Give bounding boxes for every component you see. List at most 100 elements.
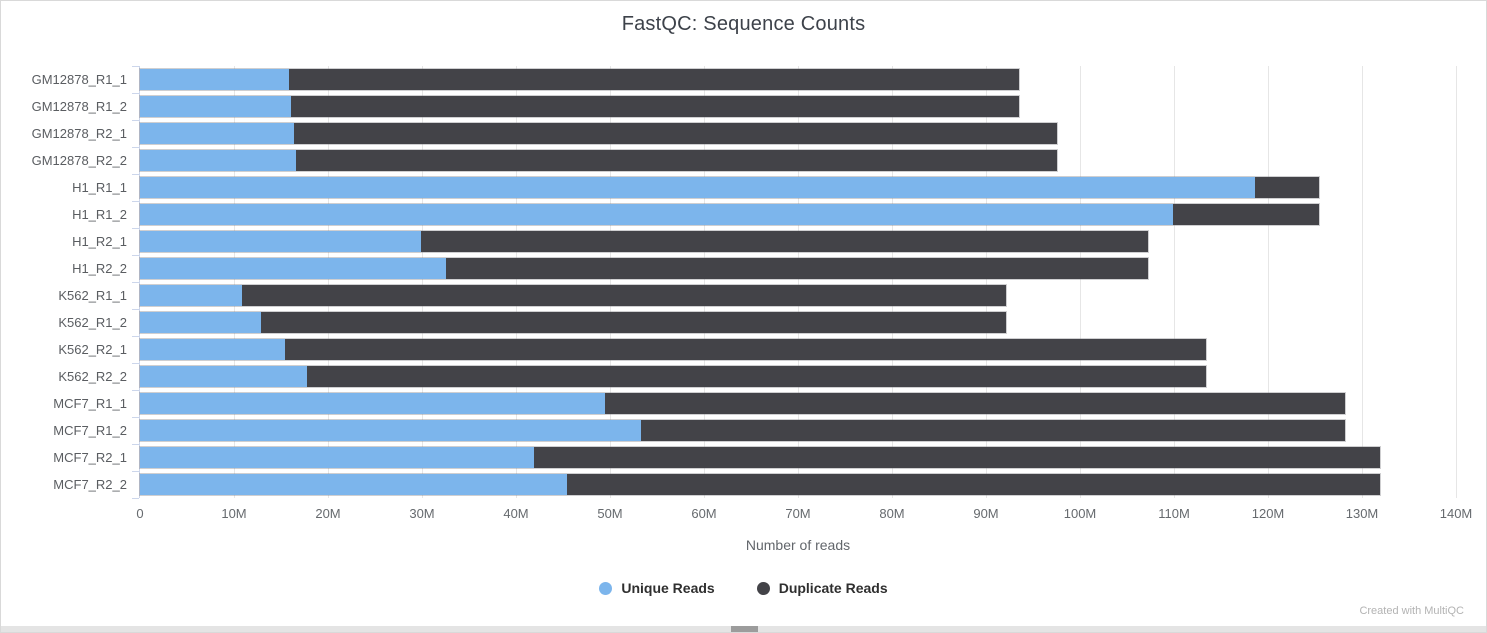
x-tick-label: 90M [973,506,999,521]
gridline [1268,66,1269,498]
bar-row-gm12878-r1-2 [140,96,1019,117]
bar-row-k562-r2-2 [140,366,1206,387]
bar-segment-unique-reads[interactable] [140,231,422,252]
y-axis-tick [132,201,139,202]
gridline [1174,66,1175,498]
bar-row-mcf7-r2-2 [140,474,1380,495]
bar-segment-unique-reads[interactable] [140,366,308,387]
x-tick-label: 10M [221,506,247,521]
y-axis-tick [132,471,139,472]
bar-row-h1-r1-1 [140,177,1319,198]
bar-segment-duplicate-reads[interactable] [421,231,1148,252]
x-tick-label: 100M [1063,506,1097,521]
horizontal-scrollbar-track[interactable] [1,626,1486,632]
legend-label: Unique Reads [621,580,715,596]
x-tick-label: 50M [597,506,623,521]
bar-segment-unique-reads[interactable] [140,150,297,171]
bar-segment-unique-reads[interactable] [140,474,567,495]
x-tick-label: 60M [691,506,717,521]
bar-row-mcf7-r2-1 [140,447,1380,468]
bar-segment-unique-reads[interactable] [140,123,295,144]
gridline [892,66,893,498]
gridline [1362,66,1363,498]
bar-segment-duplicate-reads[interactable] [641,420,1346,441]
bar-segment-duplicate-reads[interactable] [1173,204,1319,225]
legend-item-duplicate-reads[interactable]: Duplicate Reads [756,580,888,596]
bar-segment-duplicate-reads[interactable] [605,393,1346,414]
y-axis-label: GM12878_R2_1 [31,126,127,141]
gridline [234,66,235,498]
gridline [798,66,799,498]
bar-row-gm12878-r2-1 [140,123,1058,144]
bar-segment-unique-reads[interactable] [140,312,262,333]
y-axis-tick [132,120,139,121]
bar-segment-duplicate-reads[interactable] [296,150,1058,171]
bar-row-gm12878-r1-1 [140,69,1019,90]
x-tick-label: 40M [503,506,529,521]
bar-segment-unique-reads[interactable] [140,258,447,279]
plot-area: GM12878_R1_1 GM12878_R1_2 GM12878_R2_1 GM12… [32,66,1457,499]
x-tick-label: 70M [785,506,811,521]
horizontal-scrollbar-thumb[interactable] [731,626,758,632]
bar-segment-duplicate-reads[interactable] [291,96,1019,117]
legend-marker-unique-reads [599,581,613,595]
y-axis-label: H1_R1_2 [72,207,127,222]
y-axis-label: MCF7_R1_1 [53,396,127,411]
x-tick-label: 30M [409,506,435,521]
bar-row-h1-r1-2 [140,204,1319,225]
bar-row-h1-r2-1 [140,231,1148,252]
bar-segment-unique-reads[interactable] [140,447,534,468]
y-axis-tick [132,93,139,94]
x-tick-label: 120M [1251,506,1285,521]
y-axis-tick [132,147,139,148]
gridline [1456,66,1457,498]
gridline [1080,66,1081,498]
bar-row-mcf7-r1-2 [140,420,1346,441]
legend-item-unique-reads[interactable]: Unique Reads [599,580,715,596]
bar-segment-unique-reads[interactable] [140,96,292,117]
bar-segment-duplicate-reads[interactable] [446,258,1148,279]
gridline [610,66,611,498]
bar-segment-unique-reads[interactable] [140,177,1255,198]
bar-segment-unique-reads[interactable] [140,393,606,414]
x-tick-label: 110M [1158,506,1190,521]
y-axis-label: K562_R2_2 [58,369,127,384]
y-axis-tick [132,228,139,229]
y-axis-label: GM12878_R1_1 [31,72,127,87]
chart-title: FastQC: Sequence Counts [621,13,866,35]
y-axis-label: H1_R2_2 [72,261,127,276]
y-axis-label: MCF7_R1_2 [53,423,127,438]
x-tick-label: 130M [1345,506,1379,521]
bar-segment-duplicate-reads[interactable] [533,447,1380,468]
y-axis-tick [132,498,139,499]
bar-row-h1-r2-2 [140,258,1148,279]
bar-row-k562-r1-2 [140,312,1006,333]
bar-segment-unique-reads[interactable] [140,285,243,306]
bar-segment-duplicate-reads[interactable] [284,339,1206,360]
y-axis-tick [132,363,139,364]
legend: Unique Reads Duplicate Reads [1,580,1486,596]
y-axis-label: K562_R2_1 [58,342,127,357]
x-axis-ticks: 0 10M 20M 30M 40M 50M 60M 70M 80M 90M 100M 110M 120M… [1,506,1486,526]
gridline [328,66,329,498]
bar-row-k562-r1-1 [140,285,1006,306]
bar-segment-duplicate-reads[interactable] [1254,177,1319,198]
legend-label: Duplicate Reads [778,580,888,596]
bar-row-mcf7-r1-1 [140,393,1346,414]
bar-segment-unique-reads[interactable] [140,420,642,441]
bar-segment-duplicate-reads[interactable] [566,474,1380,495]
bar-segment-unique-reads[interactable] [140,339,285,360]
bar-segment-duplicate-reads[interactable] [261,312,1006,333]
bar-segment-duplicate-reads[interactable] [288,69,1019,90]
bar-segment-duplicate-reads[interactable] [307,366,1206,387]
x-tick-label: 140M [1439,506,1473,521]
y-axis-label: K562_R1_1 [58,288,127,303]
y-axis-tick [132,255,139,256]
y-axis-tick [132,309,139,310]
bar-segment-unique-reads[interactable] [140,69,289,90]
bar-segment-duplicate-reads[interactable] [242,285,1006,306]
bar-segment-duplicate-reads[interactable] [294,123,1058,144]
bar-segment-unique-reads[interactable] [140,204,1174,225]
y-axis-label: MCF7_R2_2 [53,477,127,492]
